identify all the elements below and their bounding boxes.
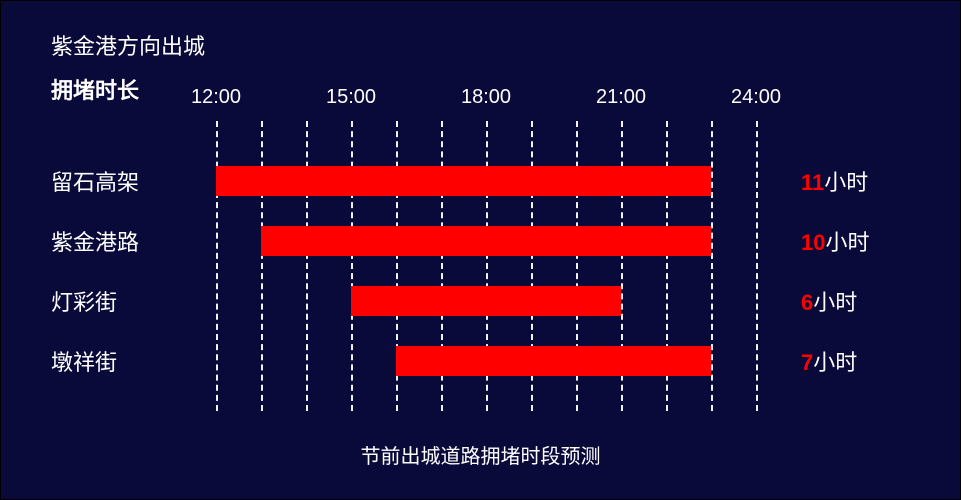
row-label: 墩祥街 [51, 345, 117, 377]
x-tick-label: 12:00 [191, 86, 241, 109]
chart-subtitle: 拥堵时长 [51, 73, 139, 105]
duration-unit: 小时 [825, 230, 869, 255]
gridline [351, 121, 353, 411]
duration-label: 10小时 [801, 225, 870, 257]
congestion-bar [396, 346, 711, 376]
gridline [216, 121, 218, 411]
duration-unit: 小时 [824, 170, 868, 195]
x-tick-label: 24:00 [731, 86, 781, 109]
congestion-bar [261, 226, 711, 256]
row-label: 灯彩街 [51, 285, 117, 317]
duration-value: 6 [801, 290, 813, 315]
duration-unit: 小时 [813, 350, 857, 375]
gridline [306, 121, 308, 411]
gridline [756, 121, 758, 411]
row-label: 留石高架 [51, 165, 139, 197]
duration-unit: 小时 [813, 290, 857, 315]
duration-value: 11 [801, 170, 824, 195]
congestion-bar [351, 286, 621, 316]
duration-label: 6小时 [801, 285, 857, 317]
congestion-bar [216, 166, 711, 196]
duration-value: 10 [801, 230, 825, 255]
duration-label: 11小时 [801, 165, 868, 197]
x-tick-label: 15:00 [326, 86, 376, 109]
chart-caption: 节前出城道路拥堵时段预测 [1, 440, 960, 469]
chart-plot-area: 12:0015:0018:0021:0024:00 [216, 81, 756, 411]
row-label: 紫金港路 [51, 225, 139, 257]
gridline [711, 121, 713, 411]
duration-value: 7 [801, 350, 813, 375]
chart-title: 紫金港方向出城 [51, 29, 205, 61]
gridline [261, 121, 263, 411]
x-tick-label: 21:00 [596, 86, 646, 109]
duration-label: 7小时 [801, 345, 857, 377]
x-tick-label: 18:00 [461, 86, 511, 109]
